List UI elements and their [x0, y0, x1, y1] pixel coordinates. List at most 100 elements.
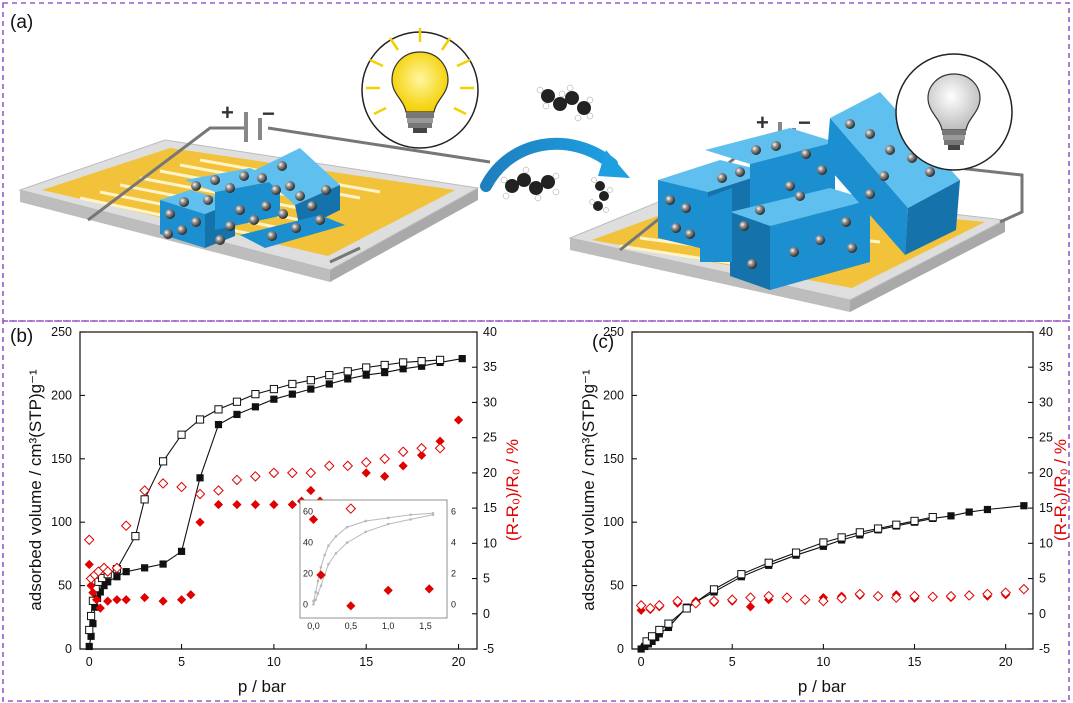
chart-c-series-1-point-14	[910, 516, 919, 526]
chart-b-series-0-point-6	[100, 582, 108, 590]
chart-b-series-1-point-13	[214, 405, 223, 414]
chart-c-series-0-point-20	[965, 508, 973, 516]
chart-b-inset-frame	[299, 499, 448, 619]
left-minus-sign: −	[262, 101, 275, 126]
chart-b-inset-ytick-label-1: 20	[303, 568, 313, 578]
chart-b-series-3-point-23	[416, 442, 427, 454]
chart-b-inset-series-0-point-8	[364, 519, 368, 523]
chart-b-series-0-point-7	[104, 578, 112, 586]
chart-c-ytick-label-0: 0	[617, 642, 624, 656]
chart-b-series-0-point-23	[381, 368, 389, 377]
chart-b-series-1-point-10	[158, 457, 168, 466]
chart-b-inset-series-1-point-8	[364, 530, 368, 534]
chart-b-inset-ytick-label-3: 60	[303, 507, 313, 517]
panel-a-label: (a)	[10, 12, 33, 33]
chart-b-series-1-point-25	[435, 355, 445, 364]
right-plus-sign: +	[756, 110, 769, 135]
chart-c-series-3-point-14	[872, 590, 884, 602]
chart-c-series-1-point-9	[819, 538, 828, 547]
chart-c-series-1-point-11	[855, 528, 864, 537]
chart-c-series-1-point-7	[764, 558, 773, 567]
chart-b-series-3-point-24	[434, 442, 446, 454]
chart-c-x-ticks: 0 5 10 15 20	[638, 644, 1013, 669]
chart-b-inset-y2tick-label-0: 0	[451, 599, 456, 609]
chart-b-series-0-point-22	[362, 371, 370, 379]
chart-c-series-1-point-5	[709, 585, 719, 594]
left-substrate-side2	[330, 188, 478, 282]
chart-b-inset-series-0-point-6	[334, 535, 338, 538]
chart-b-series-2-point-0	[84, 559, 94, 570]
chart-b-inset-xtick-label-1: 0,5	[345, 621, 358, 631]
right-substrate-side	[570, 238, 850, 312]
chart-c-series-0-point-3	[648, 637, 656, 645]
chart-c-series-3-point-3	[672, 595, 683, 607]
chart-b-series-2-point-6	[112, 595, 122, 605]
chart-b-series-0-point-17	[270, 395, 278, 403]
chart-b-inset-xtick-label-3: 1,5	[419, 621, 432, 631]
chart-b-series-1-point-0	[85, 625, 94, 635]
chart-c-plot-area	[631, 331, 1034, 650]
chart-c-series-1-point-4	[682, 604, 691, 613]
chart-b-x-ticks: 0 5 10 15 20	[86, 644, 466, 669]
chart-b-series-3-point-16	[287, 467, 298, 479]
chart-b-inset-ytick-label-0: 0	[303, 599, 308, 609]
chart-c-series-1-point-3	[664, 619, 673, 628]
chart-c-series-2-point-7	[745, 602, 756, 612]
chart-b-series-0-point-11	[159, 560, 167, 568]
chart-b-left-ticks: 0 50 100 150 200 250	[51, 325, 85, 656]
chart-b-xtick-label-4: 20	[452, 655, 466, 669]
chart-b-series-2-point-15	[250, 499, 261, 510]
chart-c-y2tick-label-2: 5	[1039, 572, 1046, 586]
chart-b-inset-xtick-label-2: 1,0	[382, 621, 395, 631]
chart-c-y2tick-label-3: 10	[1039, 536, 1053, 550]
chart-c-series	[635, 502, 1030, 653]
chart-b-series-0-point-14	[214, 420, 223, 429]
chart-b-series-3-point-10	[176, 481, 187, 493]
chart-b-series-3-point-20	[360, 457, 372, 468]
chart-c-ytick-label-1: 50	[610, 579, 624, 593]
chart-b-series-2-point-22	[361, 468, 371, 478]
chart-b-series-3-point-22	[397, 446, 409, 458]
chart-c-series-0-point-22	[1020, 502, 1028, 510]
left-plus-sign: +	[221, 100, 234, 125]
chart-b-series-3-point-6	[111, 562, 123, 574]
chart-c-series-3-point-6	[726, 594, 738, 605]
chart-c-series-3-point-18	[945, 590, 957, 602]
chart-b-series-2-point-12	[195, 517, 205, 527]
chart-b-series-3-point-21	[379, 453, 390, 465]
chart-c-y2tick-label-9: 40	[1039, 325, 1053, 339]
chart-c-xtick-label-0: 0	[638, 655, 645, 669]
chart-b-series-0-point-12	[177, 547, 186, 555]
chart-b-plot-area	[79, 331, 478, 650]
chart-b-series-2-point-19	[306, 485, 316, 496]
chart-c-series-1-point-12	[873, 524, 883, 533]
chart-b-series-2-point-26	[435, 436, 445, 446]
chart-c-ytick-label-5: 250	[603, 325, 624, 339]
chart-c-y2tick-label-8: 35	[1039, 360, 1053, 374]
chart-c-y2tick-label-5: 20	[1039, 466, 1053, 480]
chart-b-series-0-point-24	[399, 365, 407, 373]
left-battery-plate-1	[244, 112, 248, 142]
chart-b-series-0-point-21	[344, 375, 352, 383]
chart-b-series-3-point-11	[194, 488, 206, 500]
chart-c-series-3-point-11	[818, 595, 829, 607]
chart-b-series-2-point-3	[92, 595, 102, 605]
chart-b-series-3-point-18	[323, 460, 335, 472]
chart-b-inset-series	[308, 503, 435, 611]
chart-c-series-1-point-13	[892, 520, 901, 529]
chart-c-xtick-label-4: 20	[999, 655, 1013, 669]
chart-c-series-1-point-6	[737, 570, 746, 579]
chart-b-series-1-point-20	[343, 367, 352, 376]
left-battery-plate-2	[258, 118, 262, 140]
chart-c-series-3-point-4	[690, 597, 702, 609]
chart-b-series-3-point-17	[305, 467, 317, 479]
chart-b-xtick-label-0: 0	[86, 655, 93, 669]
chart-b-inset-series-1-point-0	[312, 602, 315, 606]
chart-b-series-2-point-11	[186, 590, 196, 600]
chart-b-series-1-point-19	[325, 371, 334, 380]
chart-c-series-3-point-5	[708, 595, 720, 607]
chart-b-series-2-point-1	[86, 581, 96, 591]
chart-c-series-1-line	[646, 516, 933, 642]
chart-b-series-0-point-13	[196, 474, 204, 482]
